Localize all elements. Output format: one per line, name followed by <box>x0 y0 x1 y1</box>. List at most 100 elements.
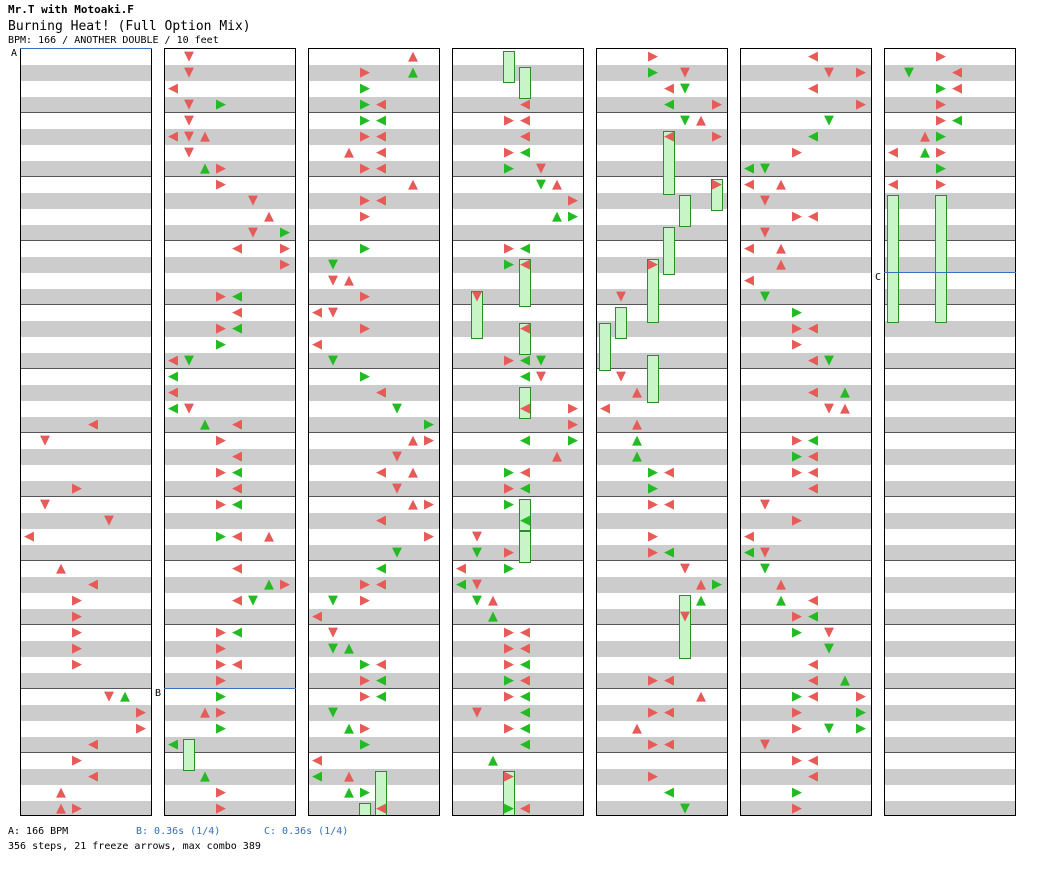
beat-stripe <box>309 449 439 465</box>
arrow-down-icon: ▼ <box>392 481 402 496</box>
measure-line <box>21 752 151 753</box>
arrow-right-icon: ▶ <box>216 97 226 112</box>
arrow-right-icon: ▶ <box>792 337 802 352</box>
measure-line <box>165 176 295 177</box>
arrow-right-icon: ▶ <box>504 769 514 784</box>
measure-line <box>741 496 871 497</box>
beat-stripe <box>741 513 871 529</box>
arrow-right-icon: ▶ <box>856 65 866 80</box>
legend-stop-b: B: 0.36s (1/4) <box>136 826 221 837</box>
freeze-arrow <box>599 323 611 371</box>
arrow-left-icon: ◀ <box>232 449 242 464</box>
beat-stripe <box>165 321 295 337</box>
arrow-up-icon: ▲ <box>264 577 274 592</box>
arrow-left-icon: ◀ <box>664 737 674 752</box>
legend-stop-c: C: 0.36s (1/4) <box>264 826 349 837</box>
beat-stripe <box>453 321 583 337</box>
arrow-left-icon: ◀ <box>376 801 386 816</box>
arrow-right-icon: ▶ <box>360 673 370 688</box>
arrow-left-icon: ◀ <box>88 769 98 784</box>
arrow-left-icon: ◀ <box>520 689 530 704</box>
chart-column-4: ◀ ▶ ◀ ◀ ◀ ▶ ▶ ▼ ▼ ▲ ▶ ▶ ▲ ◀ ▶ ▶ ◀ ▼ ◀ ▶ ◀ ▼ ◀ ▼ ◀ ▶ ▶ ▶ ◀ ▲ ▶ ◀ ▶ ◀ ▶ ◀ ▼ ▼ ▶ ▶… <box>452 48 584 816</box>
beat-stripe <box>597 225 727 241</box>
arrow-right-icon: ▶ <box>792 689 802 704</box>
arrow-left-icon: ◀ <box>232 481 242 496</box>
arrow-right-icon: ▶ <box>216 433 226 448</box>
arrow-right-icon: ▶ <box>280 257 290 272</box>
arrow-right-icon: ▶ <box>360 577 370 592</box>
arrow-right-icon: ▶ <box>216 337 226 352</box>
arrow-down-icon: ▼ <box>824 625 834 640</box>
arrow-right-icon: ▶ <box>504 241 514 256</box>
freeze-arrow <box>711 179 723 211</box>
arrow-right-icon: ▶ <box>360 689 370 704</box>
arrow-right-icon: ▶ <box>792 625 802 640</box>
arrow-left-icon: ◀ <box>744 241 754 256</box>
arrow-right-icon: ▶ <box>360 161 370 176</box>
arrow-up-icon: ▲ <box>776 241 786 256</box>
measure-line <box>885 176 1015 177</box>
measure-line <box>453 496 583 497</box>
arrow-right-icon: ▶ <box>216 657 226 672</box>
arrow-right-icon: ▶ <box>504 353 514 368</box>
arrow-down-icon: ▼ <box>104 513 114 528</box>
arrow-left-icon: ◀ <box>376 465 386 480</box>
arrow-right-icon: ▶ <box>360 65 370 80</box>
beat-stripe <box>885 545 1015 561</box>
arrow-down-icon: ▼ <box>184 49 194 64</box>
beat-stripe <box>453 385 583 401</box>
arrow-up-icon: ▲ <box>552 209 562 224</box>
arrow-down-icon: ▼ <box>616 289 626 304</box>
arrow-up-icon: ▲ <box>488 609 498 624</box>
measure-line <box>453 112 583 113</box>
arrow-right-icon: ▶ <box>936 145 946 160</box>
measure-line <box>741 624 871 625</box>
arrow-up-icon: ▲ <box>408 49 418 64</box>
arrow-left-icon: ◀ <box>168 129 178 144</box>
arrow-right-icon: ▶ <box>216 641 226 656</box>
arrow-right-icon: ▶ <box>360 97 370 112</box>
arrow-left-icon: ◀ <box>520 353 530 368</box>
measure-line <box>741 368 871 369</box>
arrow-left-icon: ◀ <box>664 785 674 800</box>
arrow-right-icon: ▶ <box>216 497 226 512</box>
beat-stripe <box>21 801 151 815</box>
arrow-left-icon: ◀ <box>232 593 242 608</box>
arrow-left-icon: ◀ <box>88 577 98 592</box>
beat-stripe <box>309 705 439 721</box>
arrow-left-icon: ◀ <box>232 417 242 432</box>
arrow-down-icon: ▼ <box>824 353 834 368</box>
beat-stripe <box>453 65 583 81</box>
arrow-right-icon: ▶ <box>936 81 946 96</box>
beat-stripe <box>21 449 151 465</box>
measure-line <box>453 752 583 753</box>
measure-line <box>21 496 151 497</box>
beat-stripe <box>165 737 295 753</box>
freeze-arrow <box>519 531 531 563</box>
beat-stripe <box>453 417 583 433</box>
arrow-right-icon: ▶ <box>856 689 866 704</box>
arrow-left-icon: ◀ <box>376 577 386 592</box>
beat-stripe <box>309 289 439 305</box>
arrow-right-icon: ▶ <box>792 433 802 448</box>
arrow-left-icon: ◀ <box>520 433 530 448</box>
freeze-arrow <box>663 227 675 275</box>
beat-stripe <box>309 129 439 145</box>
arrow-up-icon: ▲ <box>408 497 418 512</box>
beat-stripe <box>165 289 295 305</box>
measure-line <box>21 624 151 625</box>
arrow-left-icon: ◀ <box>88 737 98 752</box>
beat-stripe <box>885 417 1015 433</box>
beat-stripe <box>885 705 1015 721</box>
freeze-arrow <box>615 307 627 339</box>
arrow-down-icon: ▼ <box>616 369 626 384</box>
arrow-down-icon: ▼ <box>328 705 338 720</box>
beat-stripe <box>165 129 295 145</box>
beat-stripe <box>597 385 727 401</box>
measure-line <box>885 368 1015 369</box>
arrow-down-icon: ▼ <box>680 65 690 80</box>
arrow-down-icon: ▼ <box>680 801 690 816</box>
arrow-down-icon: ▼ <box>824 721 834 736</box>
measure-line <box>741 688 871 689</box>
arrow-left-icon: ◀ <box>808 657 818 672</box>
